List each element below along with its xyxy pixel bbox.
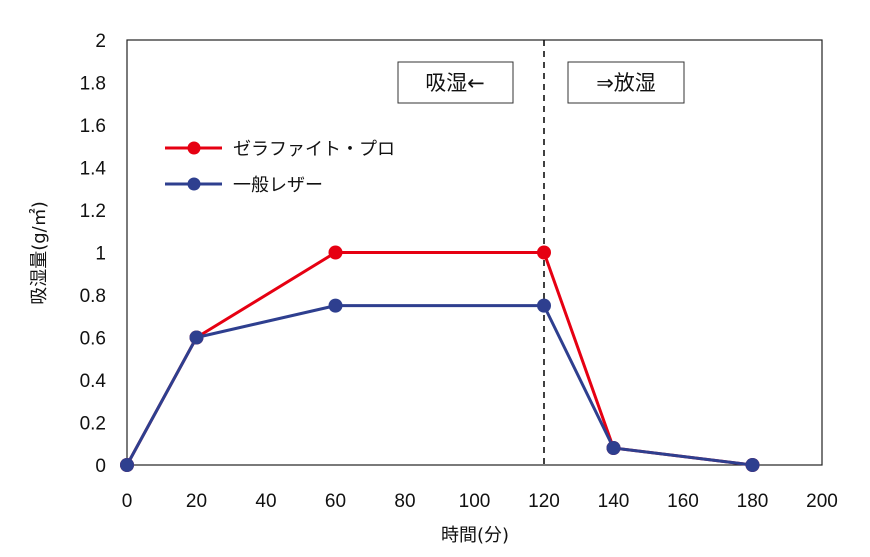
series-1-point bbox=[606, 441, 621, 455]
x-tick-label: 60 bbox=[325, 491, 346, 512]
series-1-point bbox=[537, 298, 551, 313]
x-tick-label: 140 bbox=[598, 491, 630, 512]
y-tick-label: 1 bbox=[95, 244, 106, 265]
x-tick-label: 40 bbox=[255, 491, 276, 512]
x-tick-label: 180 bbox=[737, 491, 769, 512]
legend: ゼラファイト・プロ 一般レザー bbox=[165, 139, 395, 196]
series-1-point bbox=[745, 458, 760, 472]
x-axis-tick-labels: 0 20 40 60 80 100 120 140 160 180 200 bbox=[122, 491, 838, 512]
y-tick-label: 0.2 bbox=[80, 414, 106, 435]
release-annotation-text: ⇒放湿 bbox=[596, 71, 656, 95]
series-1-point bbox=[328, 298, 343, 313]
legend-item-general-leather: 一般レザー bbox=[165, 175, 323, 196]
y-axis-title: 吸湿量(g/㎡) bbox=[28, 201, 50, 305]
series-line-0 bbox=[125, 251, 753, 467]
series-0-point bbox=[537, 245, 551, 260]
y-axis-tick-labels: 0 0.2 0.4 0.6 0.8 1 1.2 1.4 1.6 1.8 2 bbox=[80, 31, 107, 477]
y-tick-label: 1.2 bbox=[80, 201, 106, 222]
y-tick-label: 0.4 bbox=[80, 371, 107, 392]
release-annotation: ⇒放湿 bbox=[567, 61, 685, 104]
x-tick-label: 160 bbox=[667, 491, 699, 512]
x-tick-label: 0 bbox=[122, 491, 133, 512]
release-annotation-box bbox=[567, 61, 685, 104]
x-tick-label: 100 bbox=[459, 491, 491, 512]
x-axis-title: 時間(分) bbox=[441, 525, 509, 546]
y-tick-label: 0.8 bbox=[80, 286, 106, 307]
x-tick-label: 80 bbox=[394, 491, 415, 512]
legend-label-zeraphite-pro: ゼラファイト・プロ bbox=[233, 139, 395, 160]
y-tick-label: 0.6 bbox=[80, 329, 106, 350]
legend-label-general-leather: 一般レザー bbox=[233, 175, 323, 196]
y-tick-label: 0 bbox=[95, 456, 106, 477]
legend-item-zeraphite-pro: ゼラファイト・プロ bbox=[165, 139, 395, 160]
absorption-annotation: 吸湿← bbox=[397, 61, 514, 104]
legend-marker-general-leather bbox=[187, 177, 201, 191]
series-line-1 bbox=[125, 304, 753, 467]
legend-marker-zeraphite-pro bbox=[187, 141, 201, 155]
x-tick-label: 200 bbox=[806, 491, 838, 512]
series-1-point bbox=[189, 330, 204, 345]
series-1-point bbox=[120, 458, 134, 472]
absorption-annotation-box bbox=[397, 61, 514, 104]
x-tick-label: 120 bbox=[528, 491, 560, 512]
y-tick-label: 1.4 bbox=[80, 159, 107, 180]
y-tick-label: 1.6 bbox=[80, 116, 106, 137]
plot-area-frame bbox=[126, 39, 823, 466]
x-tick-label: 20 bbox=[186, 491, 207, 512]
absorption-annotation-text: 吸湿← bbox=[425, 71, 485, 95]
y-tick-label: 2 bbox=[95, 31, 106, 52]
series-0-point bbox=[328, 245, 343, 260]
series-layer bbox=[120, 245, 760, 472]
y-tick-label: 1.8 bbox=[80, 74, 106, 95]
